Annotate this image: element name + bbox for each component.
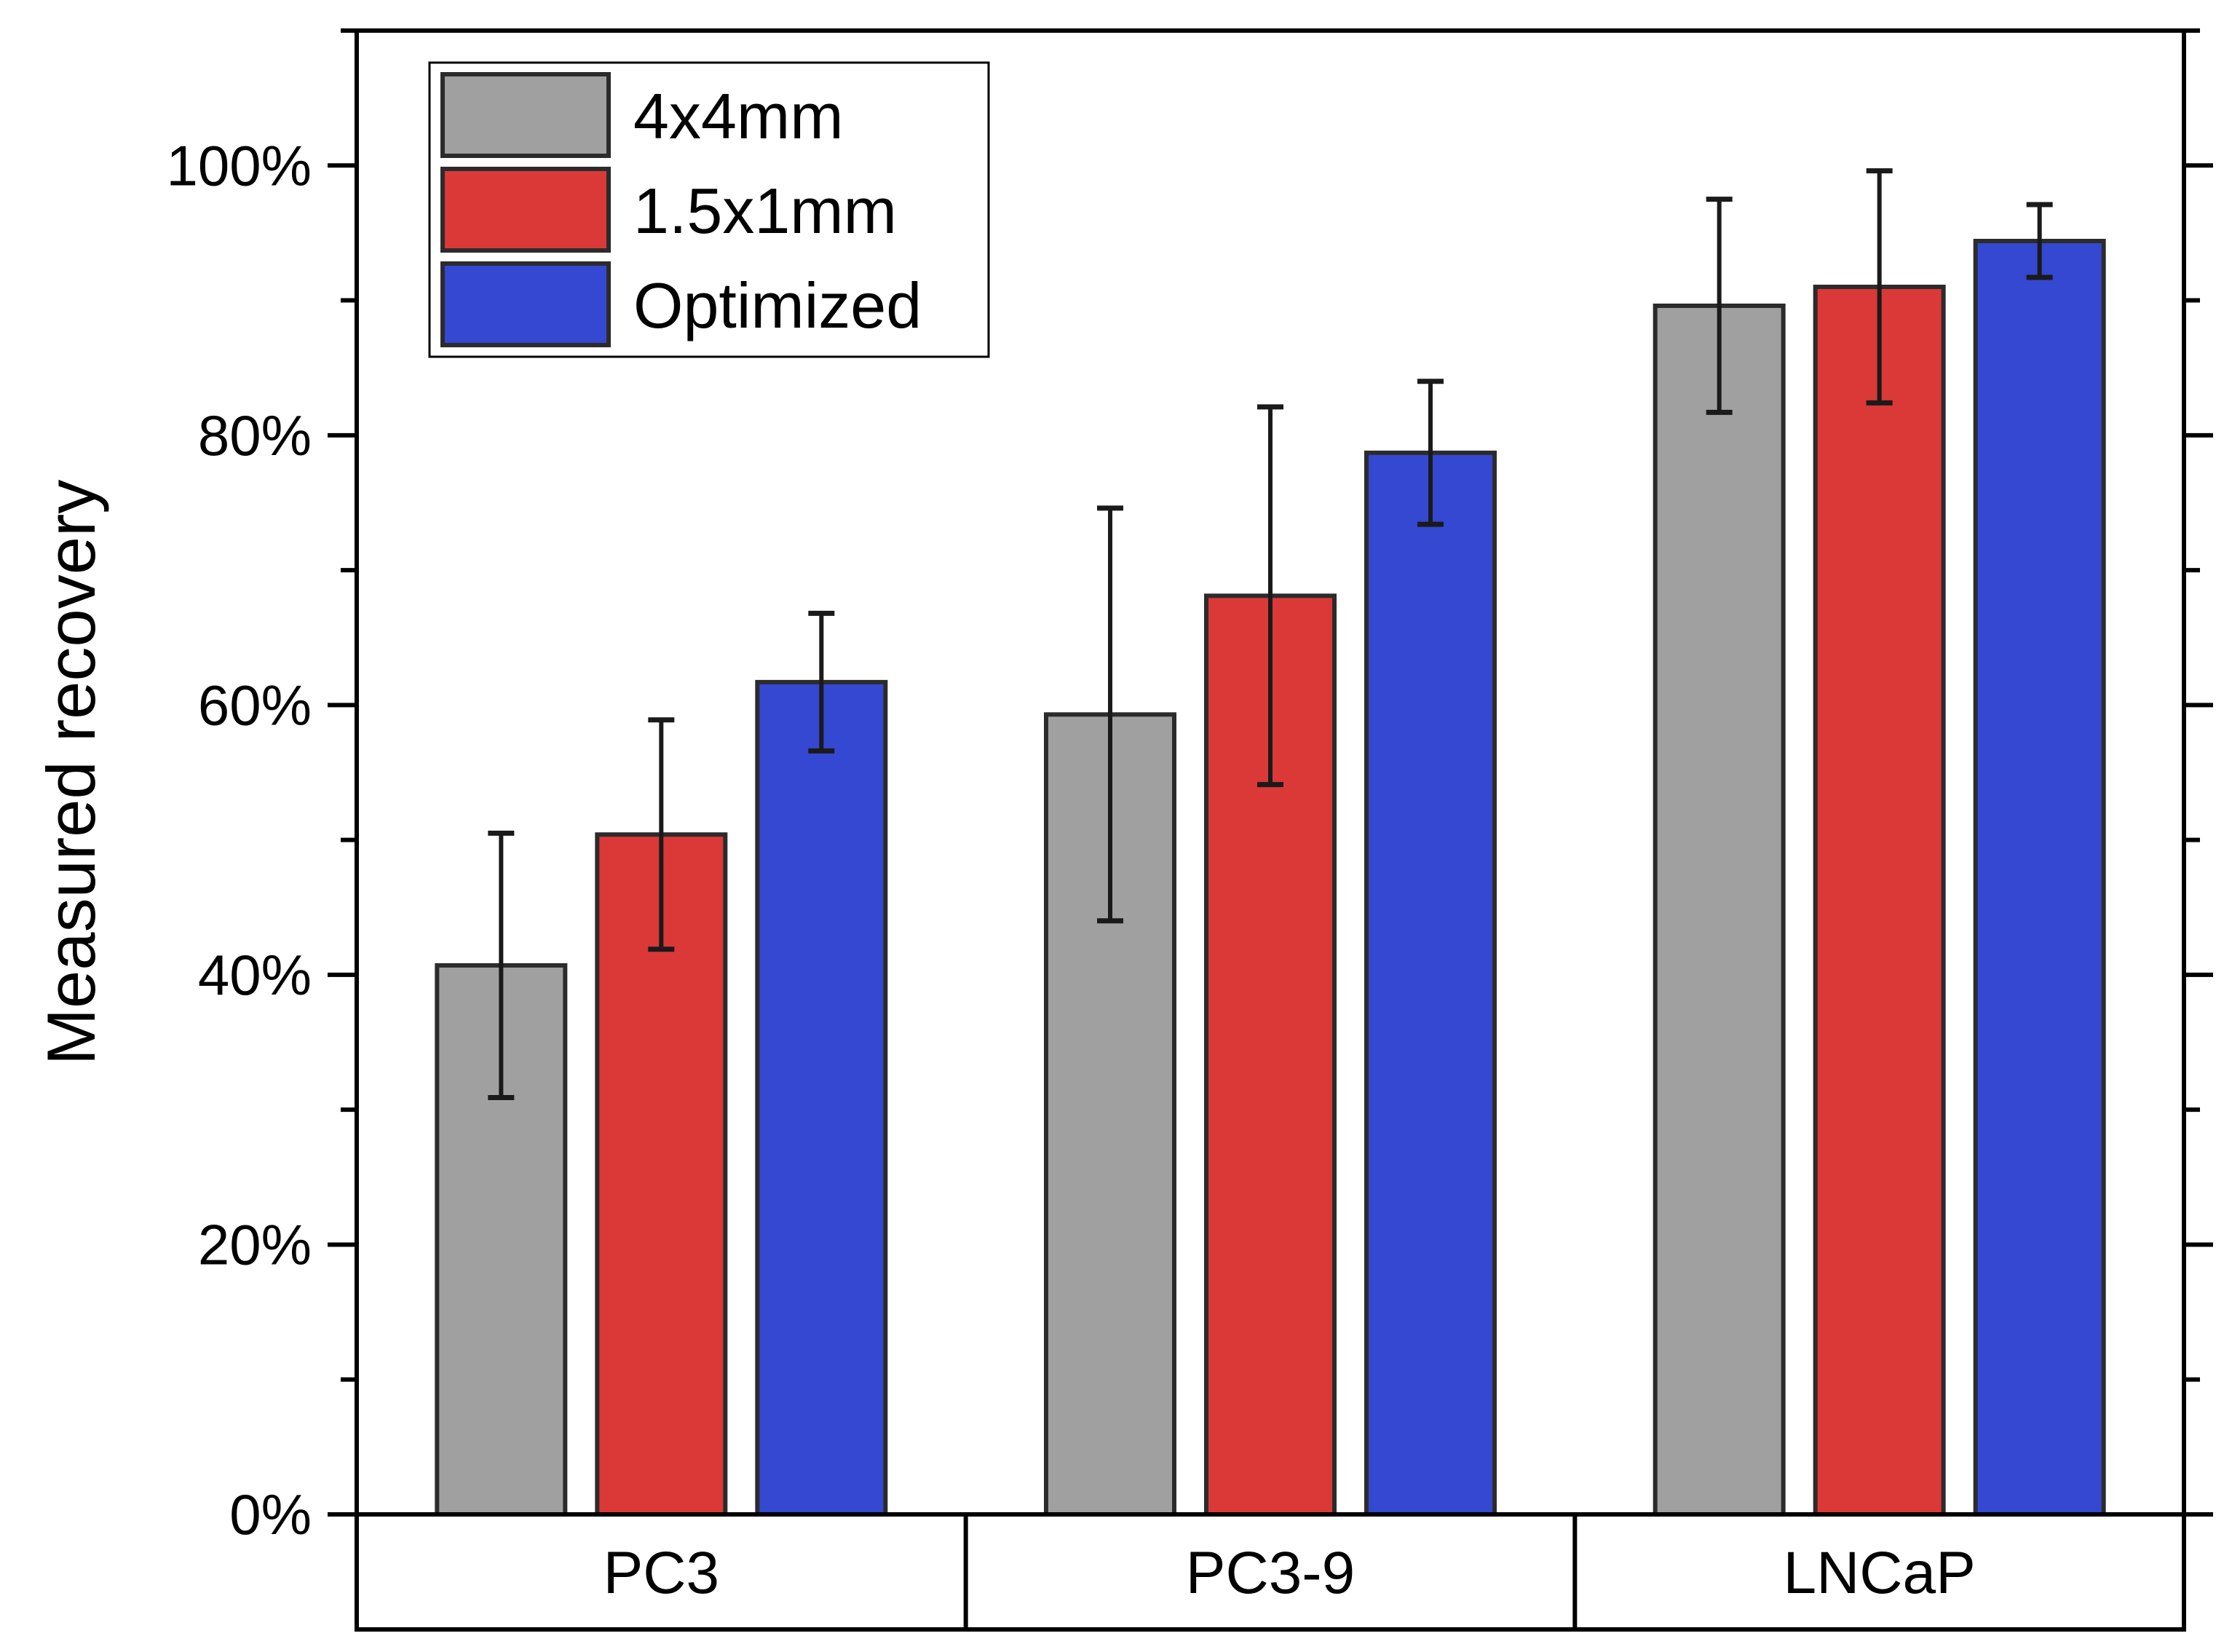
y-tick-label: 100%	[167, 133, 312, 197]
legend: 4x4mm 1.5x1mm Optimized	[428, 61, 990, 358]
legend-label-1.5x1mm: 1.5x1mm	[633, 175, 897, 247]
error-bar-4x4mm-PC3-9	[1097, 505, 1123, 924]
y-tick-label: 60%	[198, 673, 312, 737]
error-bar-Optimized-PC3-9	[1417, 379, 1444, 527]
legend-swatch-4x4mm	[440, 72, 611, 158]
y-tick-label: 20%	[198, 1212, 312, 1276]
x-category-label: LNCaP	[1783, 1540, 1975, 1606]
legend-label-Optimized: Optimized	[633, 269, 922, 341]
error-bar-4x4mm-PC3	[488, 830, 515, 1101]
legend-swatch-1.5x1mm	[440, 167, 611, 253]
y-tick-label: 0%	[229, 1482, 312, 1546]
bar-1.5x1mm-LNCaP	[1813, 285, 1946, 1517]
bar-Optimized-LNCaP	[1973, 239, 2106, 1517]
y-tick-label: 80%	[198, 403, 312, 467]
error-bar-1.5x1mm-LNCaP	[1866, 168, 1893, 406]
x-category-label: PC3	[603, 1540, 720, 1606]
error-bars-layer	[488, 168, 2053, 1101]
error-bar-4x4mm-LNCaP	[1706, 197, 1733, 415]
legend-label-4x4mm: 4x4mm	[633, 80, 844, 152]
error-bar-1.5x1mm-PC3-9	[1257, 404, 1283, 788]
y-tick-label: 40%	[198, 943, 312, 1007]
x-category-label: PC3-9	[1186, 1540, 1355, 1606]
y-axis-title: Measured recovery	[33, 480, 109, 1066]
error-bar-Optimized-LNCaP	[2026, 202, 2053, 280]
bar-1.5x1mm-PC3	[595, 832, 728, 1517]
bar-4x4mm-LNCaP	[1653, 303, 1786, 1517]
error-bar-1.5x1mm-PC3	[648, 717, 675, 952]
error-bar-Optimized-PC3	[808, 610, 835, 754]
category-label-box	[355, 1512, 2186, 1632]
axes-layer: 0% 20% 40% 60% 80% 100% PC3 PC3-9 LNCaP Measured …	[33, 28, 2213, 1632]
bar-Optimized-PC3	[755, 679, 888, 1517]
legend-swatch-Optimized	[440, 261, 611, 347]
bar-Optimized-PC3-9	[1364, 450, 1497, 1517]
